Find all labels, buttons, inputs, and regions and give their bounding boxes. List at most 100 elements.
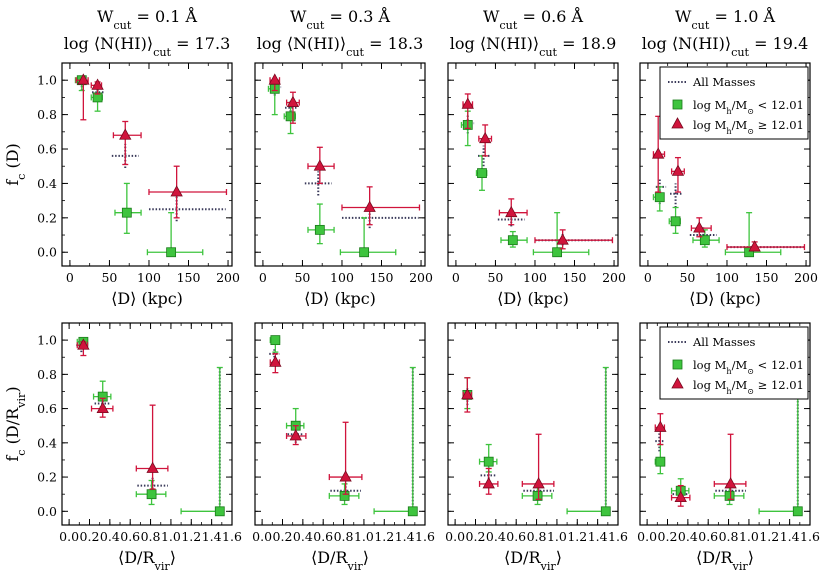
column-title-wcut-part: W xyxy=(483,7,500,26)
y-axis-label-sub: c xyxy=(15,449,28,455)
legend-high-mass-label-part: ≥ 12.01 xyxy=(754,118,804,132)
column-title-nhi-part: log ⟨N(HI)⟩ xyxy=(642,34,731,53)
column-title-wcut-part: W xyxy=(290,7,307,26)
x-tick-label: 0.2 xyxy=(80,529,100,544)
y-tick-label: 0.4 xyxy=(37,176,57,191)
high-mass-point xyxy=(478,131,492,144)
legend-high-mass-label-part: log M xyxy=(693,118,727,132)
column-title-nhi-part: log ⟨N(HI)⟩ xyxy=(64,34,153,53)
panel-frame xyxy=(447,62,619,267)
x-tick-label: 0 xyxy=(452,270,460,285)
legend-high-mass-label-sub: h xyxy=(726,127,731,136)
x-axis-label-part: ⟨D/R xyxy=(118,548,155,567)
x-tick-label: 150 xyxy=(755,270,779,285)
x-tick-label: 100 xyxy=(715,270,739,285)
low-mass-point xyxy=(214,506,225,517)
low-mass-point xyxy=(792,506,803,517)
x-axis-label-part: ⟩ xyxy=(170,548,176,567)
high-mass-point xyxy=(461,388,474,400)
low-mass-point xyxy=(477,168,487,179)
column-title-nhi-part: log ⟨N(HI)⟩ xyxy=(450,34,539,53)
x-axis-label-part: ⟩ xyxy=(363,548,369,567)
x-axis-label-part: ⟨D⟩ (kpc) xyxy=(689,289,761,308)
x-tick-label: 0.8 xyxy=(719,529,739,544)
panel-top-3: 0 50 100 150 200 ⟨D⟩ (kpc) xyxy=(447,62,626,308)
y-tick-label: 0.2 xyxy=(37,210,57,225)
column-title-nhi-sub: cut xyxy=(539,46,557,59)
column-title-wcut-part: W xyxy=(97,7,114,26)
legend-low-mass-label-part: < 12.01 xyxy=(754,358,804,372)
panel-bottom-3: 0.0 0.2 0.4 0.6 0.8 1.0 1.2 1.4 1.6 ⟨D/Rvir⟩ xyxy=(445,322,628,573)
low-mass-point xyxy=(724,490,735,501)
legend-high-mass-label: log Mh/M⊙ ≥ 12.01 xyxy=(693,118,804,136)
x-axis-label-part: ⟨D⟩ (kpc) xyxy=(304,289,376,308)
x-tick-label: 1.6 xyxy=(800,529,820,544)
high-mass-point xyxy=(363,200,376,212)
column-title-wcut-sub: cut xyxy=(691,19,709,32)
legend-high-mass-label: log Mh/M⊙ ≥ 12.01 xyxy=(693,378,804,396)
x-tick-label: 0.2 xyxy=(658,529,678,544)
low-mass-point xyxy=(270,335,281,346)
x-tick-label: 200 xyxy=(216,270,240,285)
high-mass-point xyxy=(693,221,706,233)
x-axis-label: ⟨D⟩ (kpc) xyxy=(497,289,569,308)
x-axis-label: ⟨D/Rvir⟩ xyxy=(311,548,369,573)
x-axis-label-sub: vir xyxy=(154,560,171,573)
y-tick-label: 0.2 xyxy=(37,470,57,485)
legend-low-mass-marker xyxy=(672,99,683,110)
x-tick-label: 0 xyxy=(66,270,74,285)
data-layer xyxy=(267,73,421,258)
legend-low-mass-label-sub: h xyxy=(726,367,731,376)
y-tick-label: 1.0 xyxy=(37,333,57,348)
high-mass-point xyxy=(269,355,282,367)
column-title-wcut-part: = 1.0 Å xyxy=(709,6,775,26)
x-tick-label: 200 xyxy=(794,270,818,285)
x-tick-label: 1.6 xyxy=(222,529,242,544)
x-tick-label: 0.2 xyxy=(466,529,486,544)
y-tick-label: 1.0 xyxy=(37,73,57,88)
x-tick-label: 0.4 xyxy=(293,529,313,544)
x-tick-label: 0.0 xyxy=(59,529,79,544)
y-axis-label-part: (D/R xyxy=(3,407,22,450)
x-tick-label: 1.4 xyxy=(202,529,222,544)
x-tick-label: 150 xyxy=(370,270,394,285)
x-tick-label: 0.4 xyxy=(100,529,120,544)
legend-box xyxy=(659,326,809,400)
column-title-nhi-sub: cut xyxy=(153,46,171,59)
high-mass-point xyxy=(77,73,90,85)
x-axis-label-part: ⟩ xyxy=(556,548,562,567)
high-mass-point xyxy=(482,477,495,489)
x-tick-label: 0.6 xyxy=(698,529,718,544)
y-tick-label: 0.0 xyxy=(37,504,57,519)
y-axis-label-part: f xyxy=(3,455,22,462)
low-mass-point xyxy=(359,247,370,258)
column-title-nhi-part: = 18.3 xyxy=(364,34,423,53)
high-mass-point xyxy=(339,470,352,482)
legend-low-mass-label: log Mh/M⊙ < 12.01 xyxy=(693,358,804,376)
x-tick-label: 1.6 xyxy=(415,529,435,544)
legend-high-mass-label-sub: ⊙ xyxy=(747,387,754,396)
column-title-nhi: log ⟨N(HI)⟩cut = 18.9 xyxy=(450,34,617,59)
data-layer xyxy=(461,366,611,517)
column-title-nhi: log ⟨N(HI)⟩cut = 17.3 xyxy=(64,34,231,59)
high-mass-point xyxy=(556,233,569,245)
high-mass-point xyxy=(724,477,737,489)
x-tick-label: 1.0 xyxy=(161,529,181,544)
low-mass-point xyxy=(600,506,611,517)
column-title-wcut-part: = 0.6 Å xyxy=(517,6,583,26)
column-title-nhi-part: = 18.9 xyxy=(557,34,616,53)
x-axis-label-part: ⟩ xyxy=(748,548,754,567)
column-title-nhi-part: = 19.4 xyxy=(749,34,808,53)
column-title-wcut-part: = 0.3 Å xyxy=(324,6,390,26)
y-axis-label: fc (D) xyxy=(3,143,28,186)
legend-low-mass-label-sub: ⊙ xyxy=(747,367,754,376)
y-axis-label-part: ) xyxy=(3,386,22,392)
x-tick-label: 0.6 xyxy=(506,529,526,544)
panel-frame xyxy=(254,62,426,267)
column-title-nhi-part: = 17.3 xyxy=(171,34,230,53)
panel-top-1: 0 50 100 150 200 0.0 0.2 0.4 0.6 0.8 1.0 ⟨D⟩ (kpc) xyxy=(37,62,240,308)
